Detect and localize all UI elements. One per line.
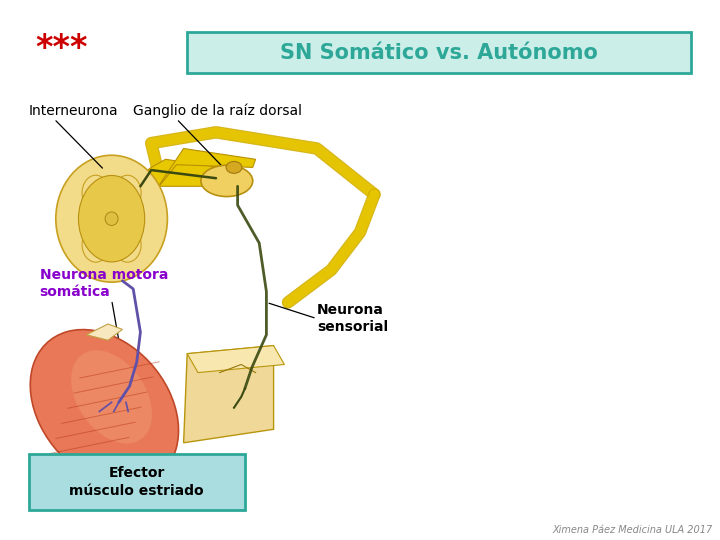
Polygon shape (187, 346, 284, 373)
Text: Ganglio de la raíz dorsal: Ganglio de la raíz dorsal (133, 104, 302, 118)
Polygon shape (86, 324, 122, 340)
Ellipse shape (105, 212, 118, 226)
Polygon shape (155, 148, 256, 192)
Ellipse shape (82, 175, 109, 210)
Text: Neurona motora
somática: Neurona motora somática (40, 268, 168, 299)
Text: Interneurona: Interneurona (29, 104, 118, 118)
Polygon shape (184, 346, 274, 443)
Ellipse shape (82, 227, 109, 262)
FancyBboxPatch shape (29, 454, 245, 510)
FancyBboxPatch shape (187, 32, 691, 73)
Text: Ximena Páez Medicina ULA 2017: Ximena Páez Medicina ULA 2017 (552, 524, 713, 535)
Ellipse shape (114, 175, 141, 210)
Ellipse shape (71, 350, 152, 443)
Ellipse shape (78, 176, 145, 262)
Text: SN Somático vs. Autónomo: SN Somático vs. Autónomo (280, 43, 598, 63)
Text: Neurona
sensorial: Neurona sensorial (317, 303, 388, 334)
Ellipse shape (30, 329, 179, 486)
Ellipse shape (56, 156, 167, 282)
Ellipse shape (114, 227, 141, 262)
Ellipse shape (201, 165, 253, 197)
Ellipse shape (226, 161, 242, 173)
Text: Efector
músculo estriado: Efector músculo estriado (70, 465, 204, 498)
Text: ***: *** (35, 32, 87, 65)
Polygon shape (133, 159, 238, 186)
